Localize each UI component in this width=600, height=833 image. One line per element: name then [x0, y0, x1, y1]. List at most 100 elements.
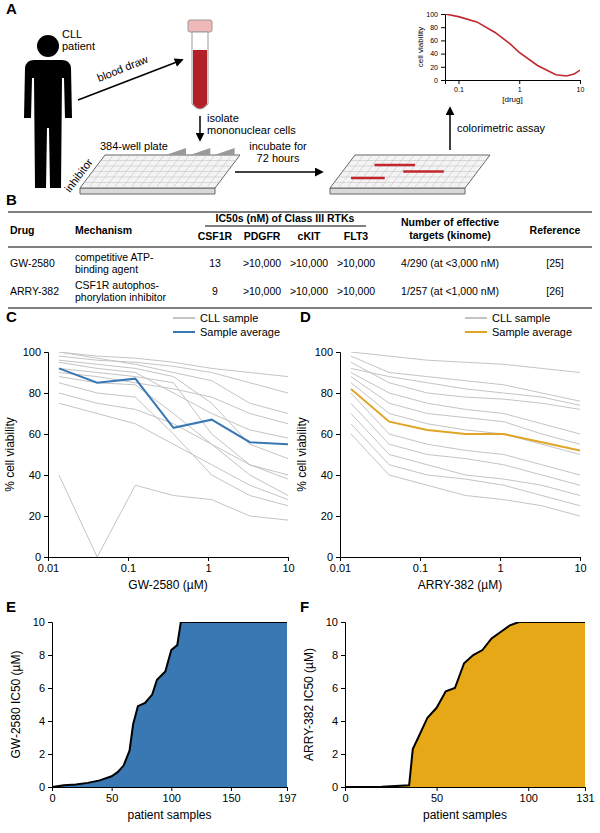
plate-grid — [334, 182, 469, 183]
y-axis-tick: 20 — [430, 64, 445, 71]
y-axis-tick: 4 — [39, 715, 52, 727]
inhibitor-wedge — [166, 148, 186, 155]
y-axis-tick: 100 — [23, 346, 48, 358]
tick-label: 50 — [106, 792, 118, 804]
y-axis-tick: 80 — [430, 24, 445, 31]
area — [52, 622, 287, 787]
tick-label: 2 — [39, 748, 45, 760]
x-axis-line — [446, 81, 581, 85]
plate-grid — [343, 171, 478, 172]
plot-area — [52, 622, 287, 787]
x-axis: 0.010.1110 — [38, 557, 295, 574]
tube-blood — [193, 50, 207, 109]
y-axis-tick: 20 — [29, 510, 48, 522]
y-axis-tick: 0 — [327, 551, 340, 563]
sample-line — [59, 403, 288, 499]
y-axis-tick: 20 — [321, 510, 340, 522]
table-header: Mechanism — [75, 224, 132, 236]
x-axis-tick: 0.1 — [121, 557, 136, 574]
tick-label: 10 — [577, 86, 585, 93]
table-cell: phorylation inhibitor — [75, 291, 167, 303]
table-cell: 4/290 (at <3,000 nM) — [401, 257, 499, 269]
x-axis-tick: 0 — [342, 787, 348, 804]
y-axis-tick: 10 — [326, 616, 345, 628]
tick-label: 20 — [321, 510, 333, 522]
x-axis-tick: 100 — [520, 787, 538, 804]
y-axis-line — [441, 15, 446, 81]
table-header: targets (kinome) — [409, 229, 491, 241]
table-cell: binding agent — [75, 263, 138, 275]
tick-mark — [420, 557, 421, 561]
tick-label: 4 — [39, 715, 45, 727]
table-cell: competitive ATP- — [75, 251, 154, 263]
x-axis-tick: 10 — [574, 557, 586, 574]
tick-mark — [341, 622, 345, 623]
x-axis-tick: 0.01 — [330, 557, 351, 574]
y-axis-title: % cell viability — [3, 417, 17, 492]
readout-bar — [403, 170, 444, 173]
sample-line — [351, 352, 580, 373]
tick-mark — [336, 352, 340, 353]
x-axis-title: patient samples — [127, 808, 211, 822]
legend-swatch — [173, 331, 195, 333]
tick-mark — [341, 754, 345, 755]
plate-1 — [80, 148, 240, 194]
tick-label: 20 — [29, 510, 41, 522]
y-axis-tick: 2 — [332, 748, 345, 760]
tick-label: 60 — [321, 428, 333, 440]
legend-swatch — [173, 317, 195, 319]
tick-mark — [44, 475, 48, 476]
legend: CLL sampleSample average — [465, 312, 572, 338]
tick-label: 10 — [282, 562, 294, 574]
tick-label: 0.1 — [121, 562, 136, 574]
sample-line — [351, 424, 580, 506]
tick-mark — [336, 393, 340, 394]
sample-line — [351, 356, 580, 401]
y-axis-line — [44, 353, 49, 558]
tick-mark — [48, 754, 52, 755]
table-cell: >10,000 — [243, 285, 281, 297]
diagram-label: 72 hours — [257, 152, 300, 164]
y-axis-title: GW-2580 IC50 (µM) — [9, 650, 23, 758]
diagram-label: blood draw — [95, 53, 149, 84]
tick-label: 40 — [321, 469, 333, 481]
area-outline — [345, 622, 585, 787]
panel-label: F — [300, 598, 309, 615]
y-axis-tick: 8 — [39, 649, 52, 661]
tick-label: 10 — [574, 562, 586, 574]
diagram-label: mononuclear cells — [207, 124, 296, 136]
readout-bar — [351, 177, 385, 180]
plate-grid — [97, 166, 232, 167]
x-axis: 050100131 — [342, 787, 594, 804]
table-cell: >10,000 — [243, 257, 281, 269]
tick-mark — [336, 434, 340, 435]
table-header: PDGFR — [244, 230, 281, 242]
sample-line — [59, 383, 288, 506]
tick-label: 0.1 — [413, 562, 428, 574]
tick-label: 100 — [163, 792, 181, 804]
diagram-label: 384-well plate — [100, 140, 168, 152]
y-axis: 020406080100 — [426, 11, 445, 84]
x-axis-line — [346, 788, 586, 792]
chart: 0.010.1110020406080100GW-2580 (µM)% cell… — [3, 312, 295, 592]
tick-mark — [44, 393, 48, 394]
x-axis-tick: 10 — [282, 557, 294, 574]
tick-label: 50 — [431, 792, 443, 804]
table-rule — [8, 308, 592, 309]
tick-label: 100 — [23, 346, 41, 358]
tick-mark — [458, 80, 459, 84]
tick-label: 80 — [29, 387, 41, 399]
table-cell: 13 — [209, 257, 221, 269]
tick-label: 6 — [39, 682, 45, 694]
tick-mark — [580, 80, 581, 84]
tick-mark — [112, 787, 113, 791]
x-axis-title: GW-2580 (µM) — [128, 578, 207, 592]
sample-line — [351, 373, 580, 435]
tick-label: 0.01 — [330, 562, 351, 574]
tick-mark — [585, 787, 586, 791]
tick-mark — [441, 14, 445, 15]
x-axis: 0.1110 — [446, 80, 585, 93]
sample-line — [59, 393, 288, 479]
tick-mark — [341, 688, 345, 689]
x-axis-title: patient samples — [423, 808, 507, 822]
